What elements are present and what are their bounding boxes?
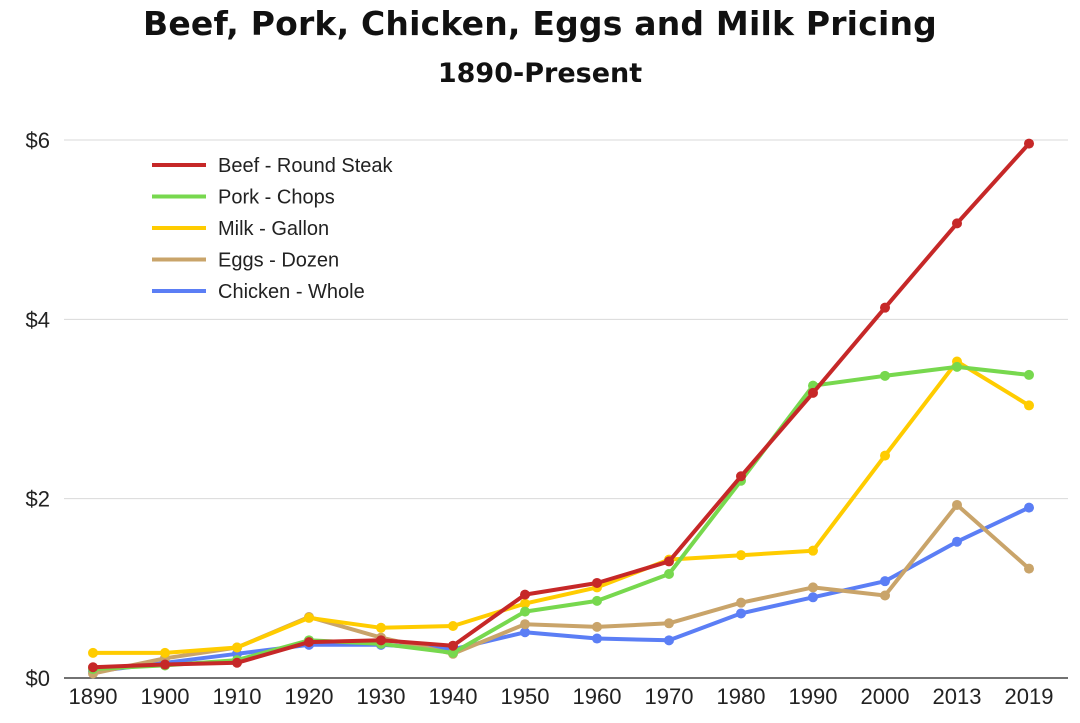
x-tick-label: 1950 [501, 684, 550, 709]
series-beef-round-steak [88, 138, 1034, 673]
data-point [304, 637, 314, 648]
data-point [664, 618, 674, 629]
x-tick-label: 1960 [573, 684, 622, 709]
data-point [736, 550, 746, 561]
data-point [1024, 563, 1034, 574]
data-point [808, 545, 818, 556]
legend-label: Eggs - Dozen [218, 250, 339, 272]
data-point [808, 582, 818, 593]
data-point [1024, 138, 1034, 149]
x-tick-label: 2019 [1005, 684, 1054, 709]
data-point [736, 471, 746, 482]
data-point [1024, 369, 1034, 380]
data-point [520, 598, 530, 609]
data-point [880, 370, 890, 381]
x-tick-label: 2013 [933, 684, 982, 709]
data-point [160, 659, 170, 670]
data-point [952, 499, 962, 510]
series-line [91, 141, 1031, 670]
data-point [664, 635, 674, 646]
series-line [91, 364, 1031, 671]
x-tick-label: 1980 [717, 684, 766, 709]
data-point [808, 387, 818, 398]
x-tick-label: 1920 [285, 684, 334, 709]
data-point [232, 642, 242, 653]
data-point [376, 635, 386, 646]
data-point [520, 627, 530, 638]
data-point [160, 647, 170, 658]
data-point [880, 302, 890, 313]
series-line [91, 505, 1031, 674]
data-point [232, 657, 242, 668]
legend-label: Pork - Chops [218, 187, 335, 209]
data-point [592, 633, 602, 644]
data-point [808, 592, 818, 603]
legend-label: Chicken - Whole [218, 281, 365, 303]
data-point [1024, 502, 1034, 513]
legend-label: Beef - Round Steak [218, 155, 394, 177]
data-point [880, 450, 890, 461]
y-tick-label: $4 [26, 307, 50, 332]
data-point [880, 590, 890, 601]
data-point [592, 577, 602, 588]
x-tick-label: 1940 [429, 684, 478, 709]
data-point [304, 612, 314, 623]
data-point [376, 622, 386, 633]
legend: Beef - Round Steak Pork - Chops Milk - Gal… [152, 155, 394, 303]
x-tick-label: 1900 [141, 684, 190, 709]
data-point [736, 608, 746, 619]
data-point [736, 597, 746, 608]
data-point [880, 576, 890, 587]
x-tick-label: 1970 [645, 684, 694, 709]
legend-label: Milk - Gallon [218, 218, 329, 240]
data-point [520, 606, 530, 617]
x-tick-label: 2000 [861, 684, 910, 709]
data-point [88, 647, 98, 658]
data-point [1024, 400, 1034, 411]
data-point [664, 556, 674, 567]
series-milk-gallon [88, 356, 1034, 658]
x-tick-label: 1910 [213, 684, 262, 709]
data-point [448, 640, 458, 651]
series-pork-chops [88, 361, 1034, 675]
x-tick-label: 1990 [789, 684, 838, 709]
y-tick-label: $6 [26, 128, 50, 153]
data-point [520, 619, 530, 630]
data-point [520, 589, 530, 600]
series-line [91, 359, 1031, 655]
chart-title: Beef, Pork, Chicken, Eggs and Milk Prici… [143, 4, 937, 43]
data-point [952, 218, 962, 229]
x-tick-label: 1890 [69, 684, 118, 709]
chart-subtitle: 1890-Present [437, 58, 643, 89]
data-point [448, 647, 458, 658]
data-point [592, 621, 602, 632]
x-tick-label: 1930 [357, 684, 406, 709]
data-point [952, 536, 962, 547]
data-point [592, 595, 602, 606]
y-tick-label: $2 [26, 487, 50, 512]
data-point [88, 662, 98, 673]
data-point [448, 620, 458, 631]
data-point [952, 361, 962, 372]
y-tick-label: $0 [26, 666, 50, 691]
data-point [664, 568, 674, 579]
